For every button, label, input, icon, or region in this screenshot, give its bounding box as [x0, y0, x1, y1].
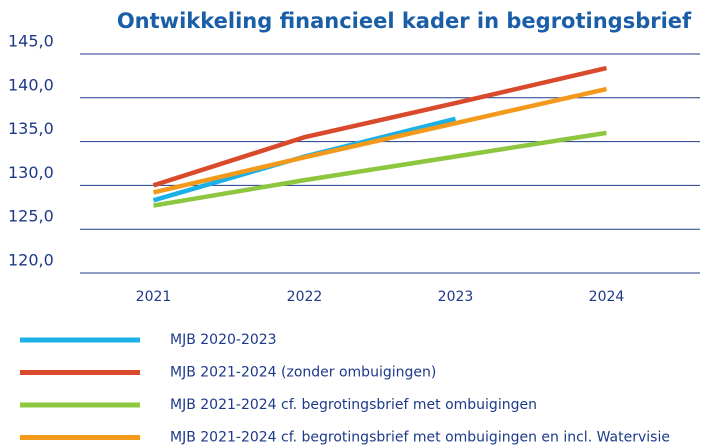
y-tick-label: 135,0	[8, 119, 54, 138]
y-tick-label: 125,0	[8, 207, 54, 226]
y-tick-label: 120,0	[8, 251, 54, 270]
x-tick-label: 2023	[438, 289, 474, 305]
series-line	[152, 65, 608, 188]
x-tick-label: 2024	[589, 289, 625, 305]
series-line	[153, 130, 607, 208]
legend-label: MJB 2021-2024 cf. begrotingsbrief met om…	[170, 397, 537, 413]
x-tick-label: 2021	[136, 289, 172, 305]
legend-label: MJB 2020-2023	[170, 332, 277, 348]
y-tick-label: 130,0	[8, 163, 54, 182]
legend-label: MJB 2021-2024 (zonder ombuigingen)	[170, 365, 436, 381]
legend-label: MJB 2021-2024 cf. begrotingsbrief met om…	[170, 430, 670, 446]
y-tick-label: 145,0	[8, 32, 54, 51]
y-tick-label: 140,0	[8, 75, 54, 94]
x-tick-label: 2022	[287, 289, 323, 305]
chart-title: Ontwikkeling financieel kader in begroti…	[117, 9, 692, 33]
series-line	[152, 86, 607, 195]
